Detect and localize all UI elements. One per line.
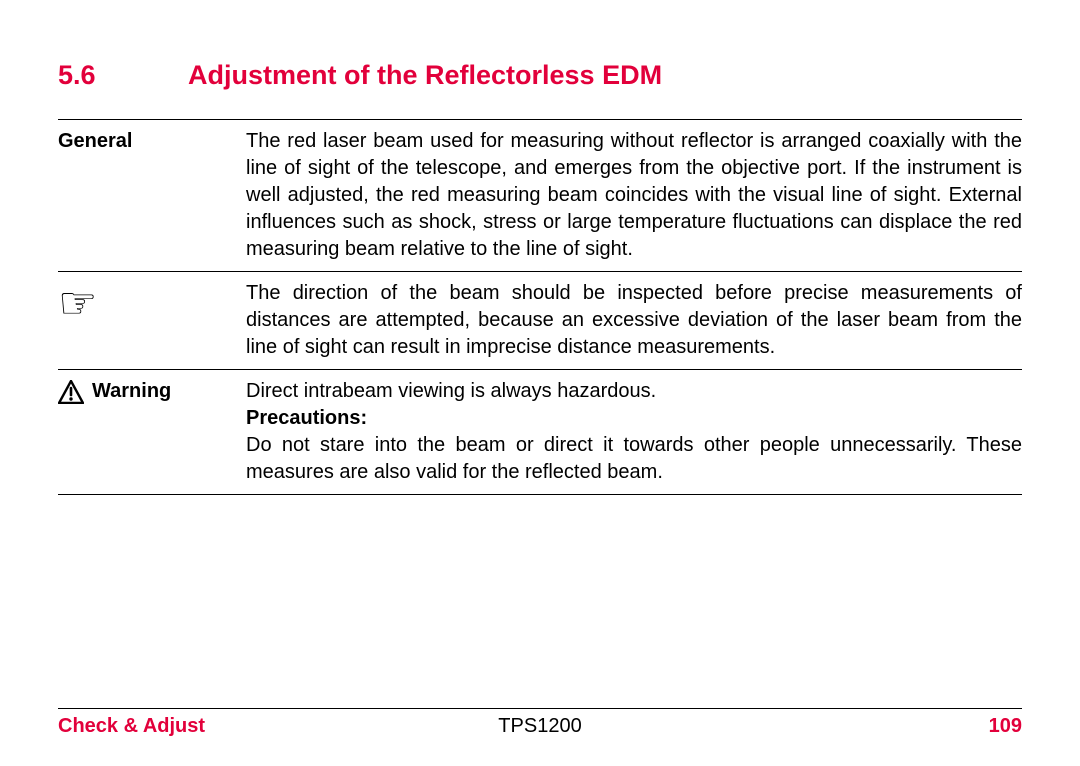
warning-line1: Direct intrabeam viewing is always hazar… [246,380,656,402]
label-general: General [58,130,132,152]
heading-number: 5.6 [58,60,188,91]
section-label-warning: Warning [58,378,246,486]
precautions-body: Do not stare into the beam or direct it … [246,434,1022,483]
heading-title: Adjustment of the Reflectorless EDM [188,60,662,91]
label-warning: Warning [92,378,171,405]
section-note: ☞ The direction of the beam should be in… [58,271,1022,369]
footer-section-name: Check & Adjust [58,715,205,738]
footer-document-id: TPS1200 [498,715,581,738]
document-page: 5.6 Adjustment of the Reflectorless EDM … [0,0,1080,766]
page-footer: Check & Adjust TPS1200 109 [58,708,1022,738]
pointing-hand-icon: ☞ [58,282,97,326]
section-body-warning: Direct intrabeam viewing is always hazar… [246,378,1022,486]
section-warning: Warning Direct intrabeam viewing is alwa… [58,369,1022,495]
content-body: General The red laser beam used for meas… [58,119,1022,495]
section-body-general: The red laser beam used for measuring wi… [246,128,1022,263]
section-label: General [58,128,246,263]
section-body-note: The direction of the beam should be insp… [246,280,1022,361]
section-general: General The red laser beam used for meas… [58,119,1022,271]
section-label-note: ☞ [58,280,246,361]
section-heading: 5.6 Adjustment of the Reflectorless EDM [58,60,1022,91]
warning-triangle-icon [58,380,84,404]
precautions-label: Precautions: [246,407,367,429]
footer-page-number: 109 [989,715,1022,738]
